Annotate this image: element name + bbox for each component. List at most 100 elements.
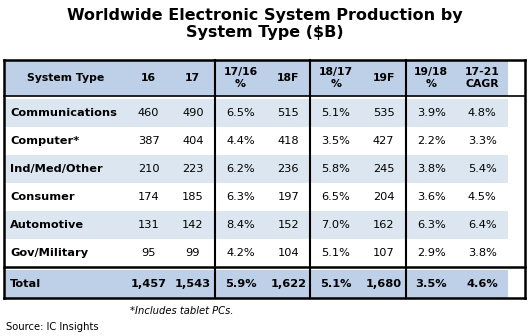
Bar bbox=[171, 99, 215, 127]
Text: 490: 490 bbox=[182, 108, 204, 118]
Bar bbox=[406, 239, 457, 267]
Bar bbox=[311, 155, 361, 183]
Text: 3.8%: 3.8% bbox=[468, 248, 497, 258]
Bar bbox=[171, 183, 215, 211]
Bar bbox=[126, 60, 171, 96]
Bar bbox=[266, 99, 311, 127]
Text: 245: 245 bbox=[373, 164, 394, 174]
Bar bbox=[311, 183, 361, 211]
Bar bbox=[126, 270, 171, 298]
Bar bbox=[171, 239, 215, 267]
Bar bbox=[311, 60, 361, 96]
Bar bbox=[311, 239, 361, 267]
Text: Total: Total bbox=[10, 279, 41, 289]
Bar bbox=[266, 239, 311, 267]
Text: 17-21
CAGR: 17-21 CAGR bbox=[465, 67, 500, 89]
Bar bbox=[266, 270, 311, 298]
Text: 8.4%: 8.4% bbox=[226, 220, 255, 230]
Bar bbox=[4, 60, 126, 96]
Text: 5.1%: 5.1% bbox=[322, 248, 350, 258]
Text: 210: 210 bbox=[138, 164, 159, 174]
Text: 6.3%: 6.3% bbox=[226, 192, 255, 202]
Text: 4.8%: 4.8% bbox=[468, 108, 497, 118]
Text: Worldwide Electronic System Production by
System Type ($B): Worldwide Electronic System Production b… bbox=[67, 8, 462, 40]
Text: 204: 204 bbox=[373, 192, 394, 202]
Bar bbox=[311, 270, 361, 298]
Text: 18/17
%: 18/17 % bbox=[319, 67, 353, 89]
Text: 4.4%: 4.4% bbox=[226, 136, 255, 146]
Bar bbox=[457, 270, 508, 298]
Text: 5.8%: 5.8% bbox=[322, 164, 350, 174]
Bar bbox=[266, 211, 311, 239]
Text: 18F: 18F bbox=[277, 73, 299, 83]
Text: 3.5%: 3.5% bbox=[322, 136, 350, 146]
Text: 418: 418 bbox=[277, 136, 299, 146]
Bar bbox=[215, 239, 266, 267]
Bar bbox=[406, 60, 457, 96]
Bar bbox=[406, 183, 457, 211]
Bar bbox=[311, 99, 361, 127]
Bar bbox=[406, 155, 457, 183]
Bar bbox=[171, 211, 215, 239]
Text: 99: 99 bbox=[186, 248, 200, 258]
Text: 6.5%: 6.5% bbox=[226, 108, 255, 118]
Text: 142: 142 bbox=[182, 220, 204, 230]
Bar bbox=[171, 155, 215, 183]
Bar bbox=[4, 239, 126, 267]
Text: 1,680: 1,680 bbox=[366, 279, 402, 289]
Text: 3.6%: 3.6% bbox=[417, 192, 445, 202]
Bar bbox=[457, 211, 508, 239]
Bar bbox=[171, 127, 215, 155]
Bar bbox=[457, 239, 508, 267]
Text: 185: 185 bbox=[182, 192, 204, 202]
Text: 3.3%: 3.3% bbox=[468, 136, 497, 146]
Text: Communications: Communications bbox=[10, 108, 117, 118]
Bar bbox=[126, 99, 171, 127]
Text: 1,622: 1,622 bbox=[270, 279, 306, 289]
Text: 4.5%: 4.5% bbox=[468, 192, 497, 202]
Text: Automotive: Automotive bbox=[10, 220, 84, 230]
Text: 1,457: 1,457 bbox=[131, 279, 167, 289]
Text: 95: 95 bbox=[141, 248, 156, 258]
Bar bbox=[215, 270, 266, 298]
Text: 107: 107 bbox=[372, 248, 395, 258]
Text: 162: 162 bbox=[373, 220, 394, 230]
Text: 2.9%: 2.9% bbox=[417, 248, 445, 258]
Bar bbox=[126, 211, 171, 239]
Text: 236: 236 bbox=[277, 164, 299, 174]
Text: 5.9%: 5.9% bbox=[225, 279, 257, 289]
Text: 6.4%: 6.4% bbox=[468, 220, 497, 230]
Bar bbox=[361, 211, 406, 239]
Text: 131: 131 bbox=[138, 220, 159, 230]
Text: 19F: 19F bbox=[372, 73, 395, 83]
Text: Gov/Military: Gov/Military bbox=[10, 248, 88, 258]
Bar bbox=[4, 211, 126, 239]
Bar bbox=[215, 99, 266, 127]
Text: 19/18
%: 19/18 % bbox=[414, 67, 448, 89]
Text: 387: 387 bbox=[138, 136, 159, 146]
Text: Ind/Med/Other: Ind/Med/Other bbox=[10, 164, 103, 174]
Bar bbox=[215, 155, 266, 183]
Bar bbox=[4, 155, 126, 183]
Text: 1,543: 1,543 bbox=[175, 279, 211, 289]
Text: 427: 427 bbox=[373, 136, 394, 146]
Text: 17: 17 bbox=[185, 73, 200, 83]
Bar bbox=[266, 60, 311, 96]
Text: Computer*: Computer* bbox=[10, 136, 79, 146]
Bar bbox=[171, 270, 215, 298]
Bar bbox=[215, 127, 266, 155]
Text: 6.5%: 6.5% bbox=[322, 192, 350, 202]
Text: 3.5%: 3.5% bbox=[415, 279, 447, 289]
Bar bbox=[4, 99, 126, 127]
Text: 535: 535 bbox=[372, 108, 395, 118]
Bar bbox=[457, 155, 508, 183]
Bar bbox=[4, 183, 126, 211]
Text: 5.1%: 5.1% bbox=[322, 108, 350, 118]
Text: 3.9%: 3.9% bbox=[417, 108, 445, 118]
Text: 2.2%: 2.2% bbox=[417, 136, 445, 146]
Bar bbox=[311, 211, 361, 239]
Bar bbox=[457, 183, 508, 211]
Bar bbox=[361, 99, 406, 127]
Text: 174: 174 bbox=[138, 192, 159, 202]
Text: *Includes tablet PCs.: *Includes tablet PCs. bbox=[131, 306, 234, 316]
